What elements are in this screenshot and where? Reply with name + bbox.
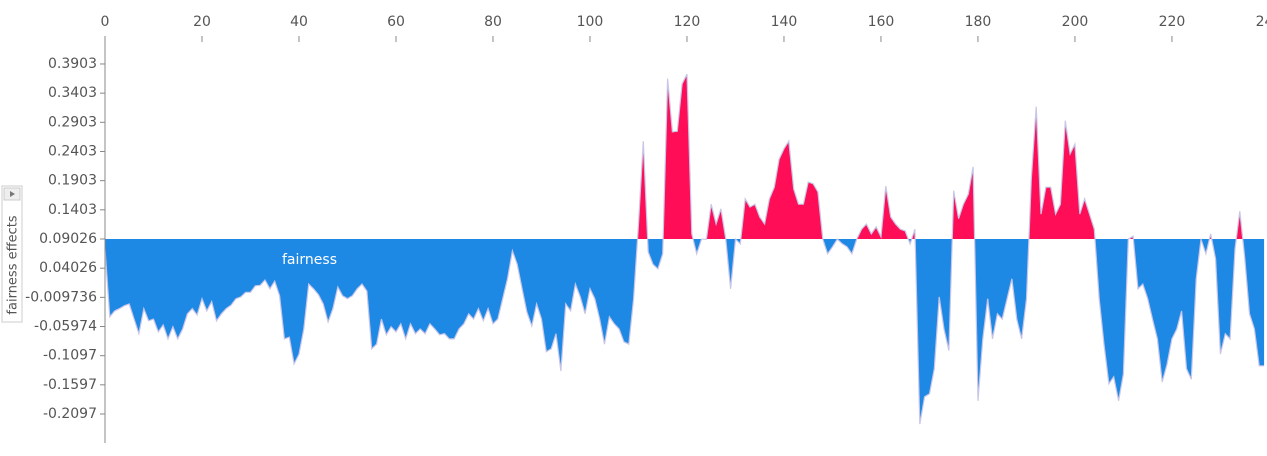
toggle-arrow bbox=[10, 191, 15, 197]
x-tick-label: 120 bbox=[674, 14, 701, 30]
y-tick-label: -0.2097 bbox=[43, 406, 97, 422]
negative-area bbox=[105, 239, 1265, 425]
y-tick-label: -0.009736 bbox=[25, 289, 97, 305]
x-tick-label: 100 bbox=[577, 14, 604, 30]
x-tick-label: 80 bbox=[484, 14, 502, 30]
x-tick-label: 60 bbox=[387, 14, 405, 30]
x-tick-label: 20 bbox=[193, 14, 211, 30]
y-tick-label: 0.2903 bbox=[48, 114, 97, 130]
y-tick-label: 0.3403 bbox=[48, 85, 97, 101]
y-tick-label: 0.1403 bbox=[48, 202, 97, 218]
effect-outline bbox=[104, 73, 1265, 425]
x-tick-label: 200 bbox=[1062, 14, 1089, 30]
y-tick-label: 0.1903 bbox=[48, 173, 97, 189]
y-tick-label: 0.04026 bbox=[39, 260, 97, 276]
y-tick-label: -0.1597 bbox=[43, 377, 97, 393]
series-label: fairness bbox=[282, 252, 337, 268]
x-tick-label: 0 bbox=[101, 14, 110, 30]
x-tick-label: 140 bbox=[771, 14, 798, 30]
x-tick-label: 220 bbox=[1159, 14, 1186, 30]
y-tick-label: -0.05974 bbox=[34, 319, 97, 335]
y-tick-label: 0.09026 bbox=[39, 231, 97, 247]
positive-area bbox=[637, 74, 1243, 240]
x-tick-label: 160 bbox=[868, 14, 895, 30]
y-tick-label: 0.3903 bbox=[48, 56, 97, 72]
y-tick-label: 0.2403 bbox=[48, 143, 97, 159]
y-tick-label: -0.1097 bbox=[43, 348, 97, 364]
y-axis-label: fairness effects bbox=[6, 215, 21, 314]
y-label-box[interactable] bbox=[1, 185, 23, 323]
x-tick-label: 180 bbox=[965, 14, 992, 30]
x-tick-label: 240 bbox=[1256, 14, 1267, 30]
x-tick-label: 40 bbox=[290, 14, 308, 30]
